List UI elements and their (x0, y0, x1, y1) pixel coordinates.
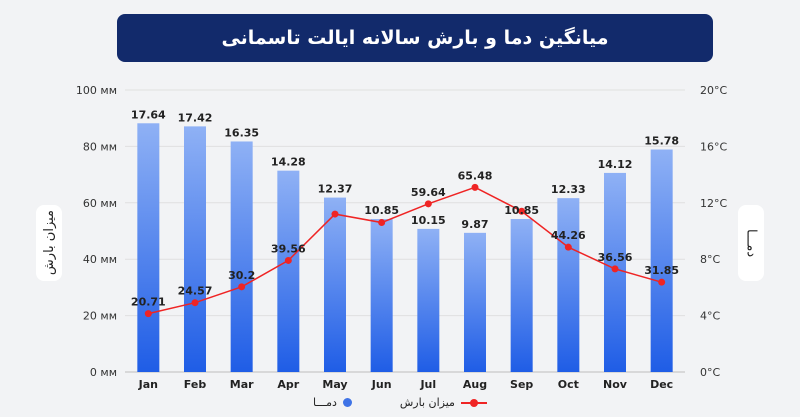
legend-item-precipitation[interactable]: میزان بارش (400, 396, 487, 409)
precipitation-point (658, 278, 666, 286)
line-value-label: 20.71 (131, 296, 166, 309)
x-tick-label: Jul (419, 378, 436, 391)
legend-label-precipitation: میزان بارش (399, 396, 455, 409)
line-value-label: 44.26 (551, 229, 586, 242)
right-tick-label: 20°C (700, 84, 727, 97)
bar (604, 172, 626, 372)
left-tick-label: 40 мм (83, 253, 117, 266)
bar (650, 149, 673, 372)
left-tick-label: 20 мм (83, 310, 117, 323)
bar-value-label: 10.85 (364, 204, 399, 217)
right-tick-label: 0°C (700, 366, 720, 379)
bar-value-label: 10.15 (411, 214, 446, 227)
right-tick-label: 8°C (700, 253, 720, 266)
precipitation-point (144, 310, 152, 318)
bar (370, 219, 393, 372)
line-value-label: 59.64 (411, 186, 446, 199)
x-tick-label: Jan (138, 378, 158, 391)
precipitation-point (564, 243, 572, 251)
right-tick-label: 16°C (700, 140, 727, 153)
right-tick-label: 4°C (700, 310, 720, 323)
x-tick-label: Aug (463, 378, 487, 391)
left-tick-label: 80 мм (83, 140, 117, 153)
right-tick-label: 12°C (700, 197, 727, 210)
bar-value-label: 12.37 (318, 183, 353, 196)
line-value-label: 65.48 (458, 169, 493, 182)
precipitation-point (471, 183, 479, 191)
legend-label-temperature: دمـــا (313, 396, 337, 409)
bar (417, 228, 440, 372)
legend-dot-icon (342, 398, 352, 407)
left-tick-label: 0 мм (90, 366, 117, 379)
bar (557, 198, 580, 372)
bar-value-label: 14.28 (271, 156, 306, 169)
x-tick-label: Oct (558, 378, 579, 391)
precipitation-point (611, 265, 619, 273)
bar (137, 123, 160, 372)
precipitation-point (238, 283, 246, 291)
legend-item-temperature[interactable]: دمـــا (313, 396, 352, 409)
x-tick-label: Dec (650, 378, 673, 391)
precipitation-point (424, 200, 432, 208)
legend: دمـــا میزان بارش (0, 396, 800, 409)
left-tick-label: 60 мм (83, 197, 117, 210)
precipitation-line (148, 186, 662, 315)
bar (184, 126, 206, 373)
chart-title: میانگین دما و بارش سالانه ایالت تاسمانی (117, 14, 713, 62)
bar-value-label: 12.33 (551, 183, 586, 196)
precipitation-point (331, 210, 339, 218)
left-axis-title-box: میزان بارش (36, 205, 62, 281)
line-value-label: 24.57 (178, 285, 213, 298)
x-tick-label: Mar (230, 378, 254, 391)
bar-value-label: 9.87 (461, 218, 488, 231)
right-axis-title: دمـــا (743, 228, 759, 258)
line-value-label: 36.56 (598, 251, 633, 264)
line-value-label: 30.2 (228, 269, 255, 282)
x-tick-label: May (322, 378, 347, 391)
bar-value-label: 16.35 (224, 126, 259, 139)
bar-value-label: 14.12 (598, 158, 633, 171)
line-value-label: 39.56 (271, 242, 306, 255)
bar (277, 170, 300, 372)
x-tick-label: Apr (277, 378, 299, 391)
bar (510, 219, 533, 372)
bar-value-label: 10.85 (504, 204, 539, 217)
bar (324, 197, 346, 372)
bar (230, 141, 253, 372)
precipitation-point (191, 299, 199, 307)
x-tick-label: Sep (510, 378, 533, 391)
bar-value-label: 17.42 (178, 111, 213, 124)
bar-value-label: 15.78 (644, 135, 679, 148)
bar (464, 232, 486, 372)
precipitation-point (378, 219, 386, 227)
line-value-label: 31.85 (644, 264, 679, 277)
right-axis-title-box: دمـــا (738, 205, 764, 281)
precipitation-point (518, 207, 526, 215)
x-tick-label: Jun (371, 378, 392, 391)
precipitation-point (284, 256, 292, 264)
x-tick-label: Feb (184, 378, 207, 391)
x-tick-label: Nov (603, 378, 628, 391)
bar-value-label: 17.64 (131, 108, 166, 121)
legend-line-icon (460, 398, 487, 407)
left-tick-label: 100 мм (76, 84, 117, 97)
